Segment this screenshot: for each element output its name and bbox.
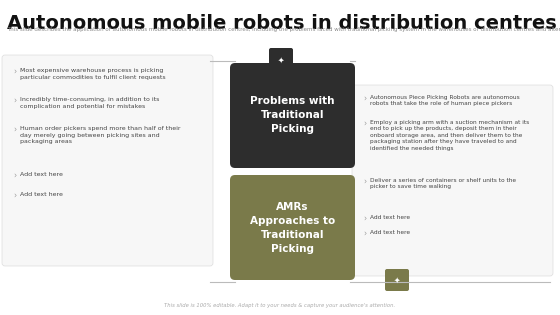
Text: ›: › bbox=[13, 68, 16, 77]
FancyBboxPatch shape bbox=[2, 55, 213, 266]
Text: ›: › bbox=[13, 97, 16, 106]
Text: ✦: ✦ bbox=[278, 56, 284, 65]
Text: ›: › bbox=[13, 172, 16, 181]
Text: Problems with
Traditional
Picking: Problems with Traditional Picking bbox=[250, 96, 335, 135]
Text: ›: › bbox=[13, 192, 16, 201]
FancyBboxPatch shape bbox=[230, 175, 355, 280]
Text: AMRs
Approaches to
Traditional
Picking: AMRs Approaches to Traditional Picking bbox=[250, 202, 335, 254]
Text: ›: › bbox=[363, 95, 366, 104]
FancyBboxPatch shape bbox=[352, 85, 553, 276]
Text: Add text here: Add text here bbox=[370, 215, 410, 220]
Text: ✦: ✦ bbox=[394, 276, 400, 285]
Text: ›: › bbox=[363, 178, 366, 187]
Text: Most expensive warehouse process is picking
particular commodities to fulfil cli: Most expensive warehouse process is pick… bbox=[20, 68, 166, 80]
Text: ›: › bbox=[363, 120, 366, 129]
Text: Employ a picking arm with a suction mechanism at its
end to pick up the products: Employ a picking arm with a suction mech… bbox=[370, 120, 529, 151]
Text: This slide describes the application of autonomous mobile robots in distribution: This slide describes the application of … bbox=[7, 27, 560, 32]
Text: Add text here: Add text here bbox=[20, 172, 63, 177]
Text: Incredibly time-consuming, in addition to its
complication and potential for mis: Incredibly time-consuming, in addition t… bbox=[20, 97, 160, 109]
FancyBboxPatch shape bbox=[385, 269, 409, 291]
Text: Autonomous Piece Picking Robots are autonomous
robots that take the role of huma: Autonomous Piece Picking Robots are auto… bbox=[370, 95, 520, 106]
Text: Human order pickers spend more than half of their
day merely going between picki: Human order pickers spend more than half… bbox=[20, 126, 180, 144]
FancyBboxPatch shape bbox=[230, 63, 355, 168]
Text: Add text here: Add text here bbox=[370, 230, 410, 235]
Text: Autonomous mobile robots in distribution centres: Autonomous mobile robots in distribution… bbox=[7, 14, 557, 33]
Text: ›: › bbox=[363, 215, 366, 224]
FancyBboxPatch shape bbox=[269, 48, 293, 70]
Text: ›: › bbox=[363, 230, 366, 239]
Text: Add text here: Add text here bbox=[20, 192, 63, 197]
Text: ›: › bbox=[13, 126, 16, 135]
Text: This slide is 100% editable. Adapt it to your needs & capture your audience's at: This slide is 100% editable. Adapt it to… bbox=[165, 303, 395, 308]
Text: Deliver a series of containers or shelf units to the
picker to save time walking: Deliver a series of containers or shelf … bbox=[370, 178, 516, 189]
